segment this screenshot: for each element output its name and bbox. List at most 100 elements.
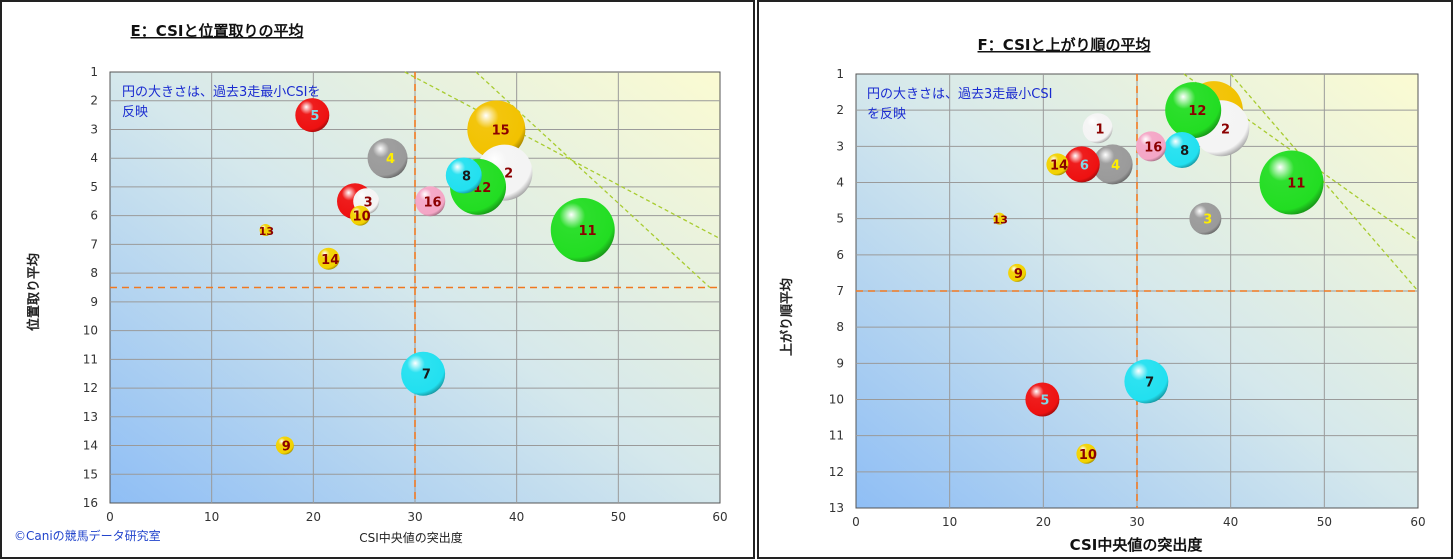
copyright-text: ©Caniの競馬データ研究室 [14,528,161,543]
x-tick-label: 30 [1129,515,1144,529]
y-tick-label: 2 [90,94,98,108]
chart-f-xlabel: CSI中央値の突出度 [1070,536,1204,554]
chart-panel-f: F：CSIと上がり順の平均 11152127486531611410913 01… [757,0,1453,559]
x-tick-label: 20 [306,510,321,524]
bubble-6 [1063,146,1100,183]
y-tick-label: 9 [836,356,844,370]
y-tick-label: 10 [83,324,98,338]
bubble-7 [1124,359,1169,404]
bubble-4 [367,138,408,179]
x-tick-label: 30 [407,510,422,524]
bubble-label: 7 [1145,375,1154,390]
bubble-5 [1025,382,1060,417]
bubble-label: 2 [504,167,513,182]
chart-f-bubbles: 11152127486531611410913 [993,81,1324,464]
bubble-label: 3 [1203,213,1212,228]
y-tick-label: 12 [829,465,844,479]
y-tick-label: 4 [90,151,98,165]
bubble-label: 1 [1095,122,1104,137]
trend-line-diagonal [404,71,721,240]
bubble-8 [1163,131,1200,168]
x-tick-label: 10 [204,510,219,524]
chart-e-xlabel: CSI中央値の突出度 [359,530,463,545]
bubble-7 [401,351,446,396]
bubble-11 [550,198,615,263]
y-tick-label: 8 [836,320,844,334]
x-tick-label: 50 [611,510,626,524]
bubble-16 [1136,131,1167,162]
x-tick-label: 40 [509,510,524,524]
bubble-11 [1259,150,1324,215]
y-tick-label: 11 [829,429,844,443]
bubble-5 [295,98,330,133]
y-tick-label: 13 [829,501,844,515]
bubble-label: 14 [321,253,339,268]
bubble-label: 5 [1040,394,1049,409]
bubble-label: 10 [1079,448,1097,463]
y-tick-label: 3 [90,122,98,136]
chart-e-title: E：CSIと位置取りの平均 [131,22,304,40]
bubble-label: 16 [423,195,441,210]
bubble-label: 16 [1144,140,1162,155]
chart-e-ylabel: 位置取り平均 [26,253,42,331]
bubble-13 [259,224,272,237]
x-tick-label: 10 [942,515,957,529]
chart-panel-e: E：CSIと位置取りの平均 1115212748651631410913 010… [0,0,755,559]
bubble-label: 9 [1014,267,1023,282]
bubble-label: 12 [1188,104,1206,119]
bubble-14 [1046,153,1069,176]
bubble-label: 4 [386,152,395,167]
y-tick-label: 8 [90,266,98,280]
chart-f-note: 円の大きさは、過去3走最小CSI を反映 [867,87,1052,122]
y-tick-label: 9 [90,295,98,309]
bubble-13 [993,212,1006,225]
x-tick-label: 0 [106,510,114,524]
bubble-label: 8 [462,169,471,184]
bubble-label: 9 [282,440,291,455]
bubble-14 [317,247,340,270]
x-tick-label: 60 [1410,515,1425,529]
x-tick-label: 40 [1223,515,1238,529]
trend-line-diagonal [1230,73,1419,292]
bubble-label: 13 [259,225,274,238]
bubble-9 [1008,263,1027,282]
bubble-10 [350,205,371,226]
chart-e-svg: E：CSIと位置取りの平均 1115212748651631410913 010… [14,22,728,545]
bubble-label: 6 [1080,158,1089,173]
y-tick-label: 11 [83,352,98,366]
bubble-10 [1076,443,1097,464]
y-tick-label: 13 [83,410,98,424]
bubble-label: 11 [579,224,597,239]
note-line: 円の大きさは、過去3走最小CSI [867,87,1052,102]
bubble-label: 13 [993,214,1008,227]
chart-f-ylabel: 上がり順平均 [779,278,795,356]
y-tick-label: 6 [836,248,844,262]
y-tick-label: 2 [836,103,844,117]
bubble-1 [1082,113,1113,144]
note-line: 円の大きさは、過去3走最小CSIを [122,85,320,100]
bubble-label: 3 [364,195,373,210]
y-tick-label: 1 [836,67,844,81]
y-tick-label: 7 [90,237,98,251]
chart-f-title: F：CSIと上がり順の平均 [978,36,1151,54]
y-tick-label: 5 [90,180,98,194]
bubble-label: 14 [1050,158,1068,173]
bubble-label: 8 [1180,144,1189,159]
y-tick-label: 3 [836,139,844,153]
bubble-label: 4 [1111,158,1120,173]
y-tick-label: 1 [90,65,98,79]
bubble-label: 7 [422,368,431,383]
y-tick-label: 14 [83,439,98,453]
bubble-15 [467,100,526,159]
x-tick-label: 0 [852,515,860,529]
y-tick-label: 16 [83,496,98,510]
bubble-4 [1092,144,1133,185]
bubble-3 [1189,202,1222,235]
y-tick-label: 10 [829,393,844,407]
note-line: 反映 [122,105,148,120]
chart-e-bubbles: 1115212748651631410913 [259,98,615,455]
note-line: を反映 [867,107,906,122]
